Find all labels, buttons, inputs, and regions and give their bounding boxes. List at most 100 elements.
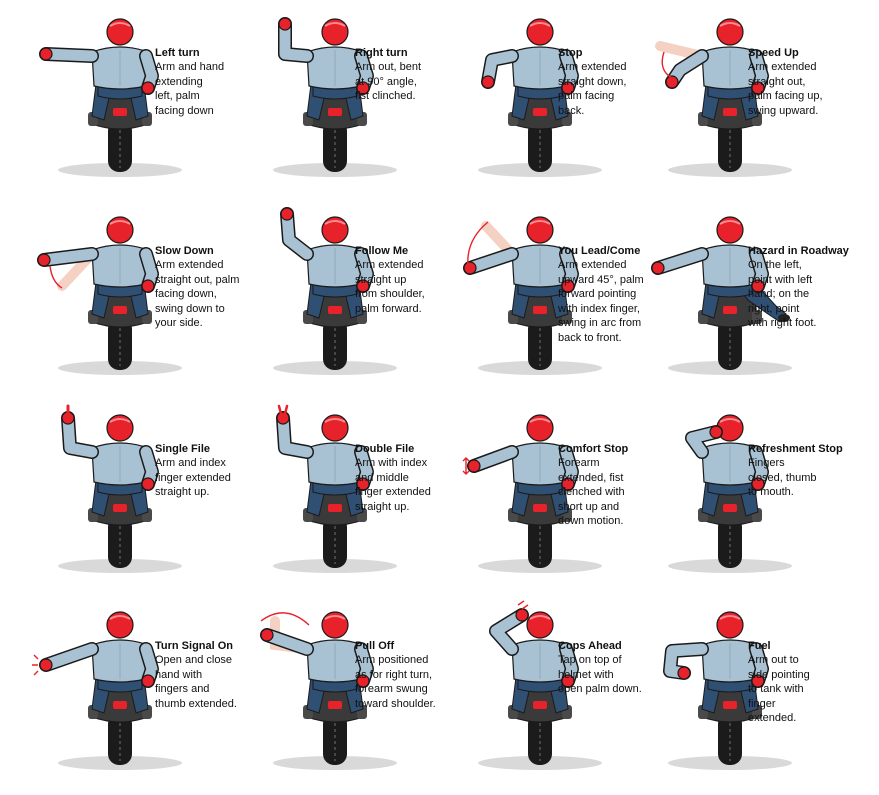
signal-description: Arm with index and middle finger extended s… bbox=[355, 457, 431, 513]
tail-light bbox=[723, 108, 737, 116]
rider-illustration bbox=[478, 18, 602, 177]
rear-tire bbox=[718, 516, 742, 568]
rear-tire bbox=[528, 318, 552, 370]
signal-cops-ahead: Cops Ahead Tap on top of helmet with open p… bbox=[460, 600, 665, 795]
glove-icon bbox=[481, 75, 495, 89]
rider-illustration bbox=[273, 17, 397, 177]
helmet-icon bbox=[321, 18, 349, 46]
signal-you-lead-come: You Lead/Come Arm extended upward 45°, pal… bbox=[460, 210, 665, 400]
helmet-icon bbox=[321, 414, 349, 442]
rider-illustration bbox=[478, 600, 602, 770]
signal-arm bbox=[490, 609, 528, 655]
rider-illustration bbox=[463, 216, 602, 375]
helmet-icon bbox=[716, 18, 744, 46]
glove-icon bbox=[276, 411, 290, 425]
helmet-highlight bbox=[324, 615, 346, 620]
helmet-icon bbox=[321, 611, 349, 639]
rear-tire bbox=[108, 318, 132, 370]
glove-icon bbox=[751, 477, 765, 491]
helmet-icon bbox=[321, 216, 349, 244]
rear-tire bbox=[718, 120, 742, 172]
rider-illustration bbox=[32, 611, 182, 770]
signal-arm bbox=[261, 629, 313, 655]
glove-icon bbox=[751, 279, 765, 293]
signal-caption: Fuel Arm out to side pointing to tank with f… bbox=[748, 639, 858, 726]
rider-illustration bbox=[39, 18, 182, 177]
rear-tire bbox=[528, 516, 552, 568]
signal-follow-me: Follow Me Arm extended straight up from sho… bbox=[255, 207, 460, 400]
rear-tire bbox=[718, 713, 742, 765]
signal-description: Open and close hand with fingers and thumb … bbox=[155, 654, 237, 710]
signal-single-file: Single File Arm and index finger extended s… bbox=[40, 404, 245, 598]
signal-description: Arm out to side pointing to tank with finge… bbox=[748, 654, 810, 724]
signal-arm bbox=[277, 412, 313, 458]
signal-arm bbox=[468, 446, 518, 472]
helmet-icon bbox=[526, 414, 554, 442]
rider-illustration bbox=[655, 18, 792, 177]
signal-description: Fingers closed, thumb to mouth. bbox=[748, 457, 817, 498]
helmet-highlight bbox=[719, 22, 741, 27]
signal-title: Cops Ahead bbox=[558, 640, 622, 652]
signal-turn-signal-on: Turn Signal On Open and close hand with fin… bbox=[32, 605, 245, 795]
signal-fuel: Fuel Arm out to side pointing to tank with f… bbox=[650, 605, 855, 795]
helmet-highlight bbox=[109, 418, 131, 423]
boot-icon bbox=[778, 314, 790, 322]
signal-double-file: Double File Arm with index and middle finge… bbox=[255, 404, 460, 598]
glove-icon bbox=[141, 279, 155, 293]
helmet-icon bbox=[106, 18, 134, 46]
helmet-highlight bbox=[529, 22, 551, 27]
signal-title: Comfort Stop bbox=[558, 443, 629, 455]
signal-description: On the left, point with left hand; on the r… bbox=[748, 259, 817, 329]
signal-arm bbox=[464, 248, 518, 274]
glove-icon bbox=[278, 17, 292, 31]
signal-caption: Right turn Arm out, bent at 90° angle, fist… bbox=[355, 46, 465, 104]
signal-description: Arm and index finger extended straight up. bbox=[155, 457, 231, 498]
helmet-highlight bbox=[719, 220, 741, 225]
helmet-icon bbox=[526, 18, 554, 46]
signal-title: Single File bbox=[155, 443, 211, 455]
helmet-icon bbox=[526, 611, 554, 639]
glove-icon bbox=[709, 425, 723, 439]
glove-icon bbox=[665, 75, 679, 89]
rear-tire bbox=[323, 713, 347, 765]
helmet-highlight bbox=[529, 615, 551, 620]
signal-caption: Left turn Arm and hand extending left, palm… bbox=[155, 46, 265, 118]
helmet-highlight bbox=[109, 22, 131, 27]
signal-arm bbox=[62, 412, 98, 458]
rear-tire bbox=[108, 120, 132, 172]
signal-description: Arm positioned as for right turn, forearm … bbox=[355, 654, 436, 710]
signal-description: Arm out, bent at 90° angle, fist clinched. bbox=[355, 61, 422, 102]
signal-title: You Lead/Come bbox=[558, 245, 641, 257]
signal-comfort-stop: Comfort Stop Forearm extended, fist clenche… bbox=[460, 408, 665, 598]
glove-icon bbox=[141, 477, 155, 491]
signal-title: Slow Down bbox=[155, 245, 214, 257]
motion-arrow-icon bbox=[462, 457, 470, 475]
index-finger-icon bbox=[277, 404, 283, 416]
helmet-highlight bbox=[324, 22, 346, 27]
tail-light bbox=[328, 701, 342, 709]
tail-light bbox=[113, 504, 127, 512]
signal-caption: Speed Up Arm extended straight out, palm fa… bbox=[748, 46, 858, 118]
tail-light bbox=[723, 701, 737, 709]
helmet-icon bbox=[716, 611, 744, 639]
signal-title: Right turn bbox=[355, 47, 408, 59]
rear-tire bbox=[528, 120, 552, 172]
signal-arm bbox=[40, 643, 98, 671]
signal-slow-down: Slow Down Arm extended straight out, palm f… bbox=[37, 210, 245, 400]
rider-illustration bbox=[273, 404, 397, 573]
glove-icon bbox=[677, 666, 691, 680]
glove-icon bbox=[37, 253, 51, 267]
glove-icon bbox=[515, 608, 529, 622]
tail-light bbox=[533, 701, 547, 709]
rear-tire bbox=[528, 713, 552, 765]
tail-light bbox=[328, 306, 342, 314]
helmet-highlight bbox=[109, 220, 131, 225]
helmet-highlight bbox=[109, 615, 131, 620]
signal-title: Refreshment Stop bbox=[748, 443, 843, 455]
signal-description: Arm extended straight down, palm facing bac… bbox=[558, 61, 627, 117]
rear-tire bbox=[108, 713, 132, 765]
helmet-highlight bbox=[719, 615, 741, 620]
signal-caption: You Lead/Come Arm extended upward 45°, pal… bbox=[558, 244, 668, 345]
signal-description: Tap on top of helmet with open palm down. bbox=[558, 654, 642, 695]
